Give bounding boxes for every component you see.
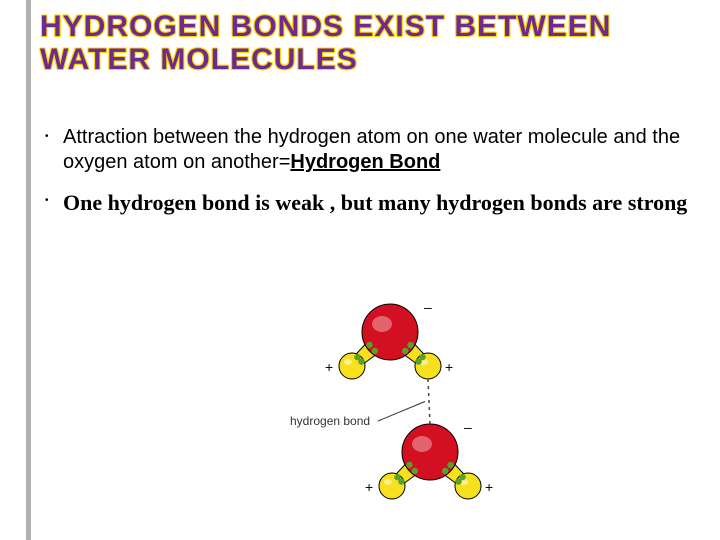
svg-text:+: + [365,479,373,495]
bullet-item: • Attraction between the hydrogen atom o… [45,125,690,175]
page-title: HYDROGEN BONDS EXIST BETWEEN WATER MOLEC… [40,10,700,76]
svg-text:+: + [325,359,333,375]
title-text: HYDROGEN BONDS EXIST BETWEEN WATER MOLEC… [40,10,611,76]
svg-text:+: + [445,359,453,375]
bullet-marker-icon: • [45,125,63,175]
accent-bar [26,0,31,540]
molecule-svg: – + + – + + hydrogen bond [260,290,520,530]
bullet2-pre: One hydrogen bond is weak , but many hyd… [63,190,687,215]
bullet-text-2: One hydrogen bond is weak , but many hyd… [63,189,690,217]
bullet1-underline: Hydrogen Bond [290,151,440,173]
svg-text:–: – [464,419,472,435]
bullet-item: • One hydrogen bond is weak , but many h… [45,189,690,217]
bullet-text-1: Attraction between the hydrogen atom on … [63,125,690,175]
hydrogen-bond-diagram: – + + – + + hydrogen bond [260,290,520,530]
bullet-marker-icon: • [45,189,63,217]
svg-text:–: – [424,299,432,315]
svg-text:hydrogen bond: hydrogen bond [290,414,370,428]
bullet-list: • Attraction between the hydrogen atom o… [45,125,690,231]
svg-text:+: + [485,479,493,495]
